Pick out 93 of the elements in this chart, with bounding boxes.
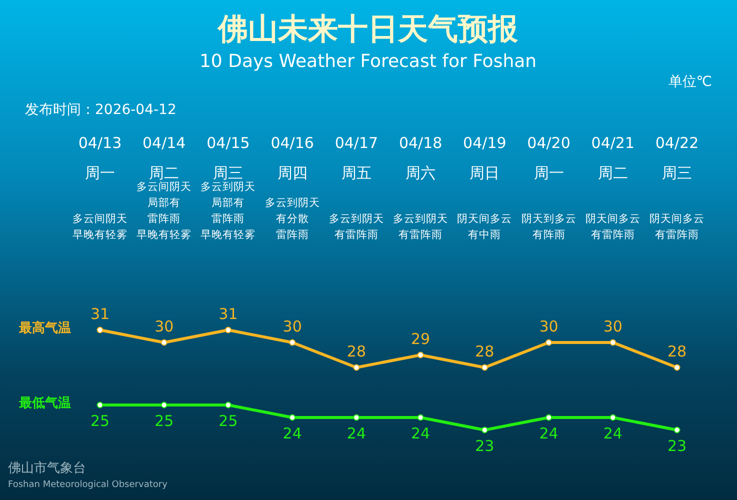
point — [96, 402, 104, 408]
point — [674, 364, 680, 371]
text: 早晚有轻雾 — [72, 229, 128, 241]
data-label: 24 — [411, 424, 430, 442]
text: 有雷阵雨 — [334, 228, 378, 241]
x-tick-label: 04/14 — [142, 134, 186, 152]
x-tick-label: 04/20 — [527, 134, 570, 152]
data-label: 24 — [603, 424, 622, 442]
text: 周日 — [470, 164, 500, 182]
text: 有雷阵雨 — [398, 228, 443, 241]
point — [160, 339, 168, 346]
text: 单位℃ — [668, 74, 712, 90]
text: 佛山市气象台 — [8, 461, 86, 476]
x-tick-label: 04/18 — [398, 134, 442, 152]
text: 周三 — [662, 164, 692, 182]
text: 多云到阴天 — [393, 213, 448, 225]
point — [224, 326, 232, 334]
data-label: 31 — [218, 305, 238, 323]
text: 雷阵雨 — [212, 212, 245, 225]
x-tick-label: 04/17 — [334, 134, 378, 152]
text: 雷阵雨 — [148, 212, 181, 225]
text: 阴天间多云 — [585, 213, 640, 225]
text: 周五 — [341, 164, 372, 182]
text: 阴天到多云 — [521, 213, 576, 225]
point — [96, 326, 104, 334]
x-tick-label: 04/21 — [591, 134, 635, 152]
point — [610, 339, 616, 346]
data-label: 30 — [603, 318, 622, 336]
data-label: 25 — [90, 412, 110, 430]
text: 周四 — [277, 164, 308, 182]
text: 周三 — [213, 164, 244, 182]
data-label: 31 — [90, 305, 110, 323]
data-label: 25 — [154, 412, 174, 430]
text: 有雷阵雨 — [590, 228, 635, 241]
text: 发布时间：2026-04-12 — [25, 102, 176, 118]
x-tick-label: 04/16 — [270, 134, 314, 152]
text: 局部有 — [212, 196, 245, 209]
point — [160, 402, 168, 408]
x-tick-label: 04/19 — [463, 134, 506, 152]
point — [674, 426, 680, 434]
point — [353, 364, 360, 371]
x-tick-label: 04/13 — [78, 134, 122, 152]
point — [289, 414, 296, 421]
point — [481, 426, 488, 434]
text: 阴天间多云 — [457, 213, 512, 225]
text: 阴天间多云 — [650, 213, 704, 225]
data-label: 23 — [475, 437, 494, 455]
text: 有雷阵雨 — [655, 228, 699, 241]
data-label: 23 — [667, 437, 687, 455]
text: 多云间阴天 — [72, 213, 128, 225]
text: 周二 — [598, 164, 628, 182]
data-label: 30 — [282, 318, 302, 336]
data-label: 25 — [218, 412, 238, 430]
point — [417, 352, 424, 358]
data-label: 30 — [539, 318, 558, 336]
data-label: 28 — [475, 342, 494, 360]
data-label: 28 — [667, 342, 687, 360]
text: 早晚有轻雾 — [136, 229, 192, 241]
text: 周一 — [534, 164, 564, 182]
text: 最高气温 — [18, 320, 71, 336]
data-label: 29 — [411, 330, 430, 348]
point — [224, 402, 232, 408]
x-tick-label: 04/22 — [655, 134, 699, 152]
data-label: 24 — [346, 424, 366, 442]
chart-subtitle: 10 Days Weather Forecast for Foshan — [199, 51, 537, 72]
text: 雷阵雨 — [276, 228, 309, 241]
text: 周六 — [406, 164, 436, 182]
point — [417, 414, 424, 421]
text: 最低气温 — [18, 396, 71, 411]
text: 多云间阴天 — [136, 181, 192, 193]
point — [546, 339, 552, 346]
x-tick-label: 04/15 — [206, 134, 250, 152]
point — [353, 414, 360, 421]
text: 早晚有轻雾 — [200, 229, 256, 241]
data-label: 28 — [346, 342, 366, 360]
data-label: 30 — [154, 318, 174, 336]
point — [481, 364, 488, 371]
text: 周二 — [149, 164, 180, 182]
point — [610, 414, 616, 421]
text: 周一 — [85, 164, 115, 182]
text: 局部有 — [148, 196, 181, 209]
data-label: 24 — [282, 424, 302, 442]
text: 多云到阴天 — [264, 197, 320, 209]
text: 多云到阴天 — [200, 181, 256, 193]
data-label: 24 — [539, 424, 558, 442]
text: 有阵雨 — [532, 228, 566, 241]
text: Foshan Meteorological Observatory — [8, 480, 168, 490]
point — [546, 414, 552, 421]
chart-title: 佛山未来十日天气预报 — [217, 12, 519, 47]
text: 有分散 — [276, 213, 309, 225]
text: 多云到阴天 — [328, 213, 384, 225]
point — [289, 339, 296, 346]
text: 有中雨 — [468, 228, 502, 241]
